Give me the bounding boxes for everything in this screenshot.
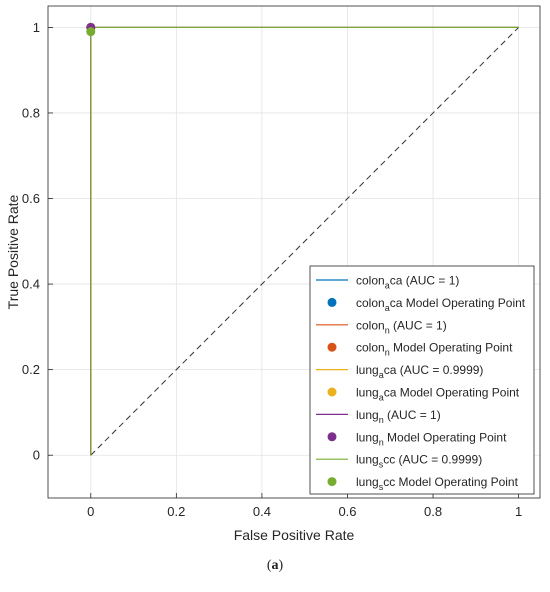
legend-point-swatch [327, 342, 337, 352]
legend-entry-text: colonaca (AUC = 1) [356, 274, 459, 291]
x-ticks: 0 0.2 0.4 0.6 0.8 1 [87, 493, 522, 519]
legend-entry-text: lungaca Model Operating Point [356, 386, 520, 403]
legend-point-swatch [327, 432, 337, 442]
y-tick-label: 0.8 [22, 105, 40, 120]
operating-point-lung-scc [86, 27, 96, 37]
legend-entry-text: colonaca Model Operating Point [356, 296, 526, 313]
legend-entry-text: lungaca (AUC = 0.9999) [356, 363, 483, 380]
grid [48, 6, 540, 498]
x-tick-label: 0.4 [253, 504, 271, 519]
legend-entry-text: colonn (AUC = 1) [356, 318, 447, 335]
legend-point-swatch [327, 477, 337, 487]
x-tick-label: 1 [515, 504, 522, 519]
plot-frame [47, 5, 541, 499]
legend-entry-text: lungscc Model Operating Point [356, 475, 519, 492]
x-axis-label: False Positive Rate [234, 527, 355, 543]
legend-point-swatch [327, 297, 337, 307]
reference-line-group [90, 27, 519, 456]
caption-open: ( [266, 558, 272, 573]
y-ticks: 0 0.2 0.4 0.6 0.8 1 [22, 20, 53, 463]
x-tick-label: 0 [87, 504, 94, 519]
y-axis-label: True Positive Rate [5, 194, 21, 309]
y-tick-label: 0.4 [22, 277, 40, 292]
legend-point-swatch [327, 387, 337, 397]
y-tick-label: 1 [33, 20, 40, 35]
y-tick-label: 0.2 [22, 362, 40, 377]
y-tick-label: 0 [33, 448, 40, 463]
operating-points [86, 22, 96, 37]
x-tick-label: 0.2 [167, 504, 185, 519]
caption-close: ) [278, 558, 284, 573]
legend-entry-text: colonn Model Operating Point [356, 341, 513, 358]
legend-box [309, 265, 535, 495]
legend-entry-text: lungn Model Operating Point [356, 430, 507, 447]
figure-caption: (a) [0, 558, 550, 574]
y-tick-label: 0.6 [22, 191, 40, 206]
reference-line [90, 27, 519, 456]
caption-letter: a [271, 558, 279, 573]
legend: colonaca (AUC = 1) colonaca Model Operati… [309, 265, 535, 495]
x-tick-label: 0.6 [338, 504, 356, 519]
legend-entry-text: lungscc (AUC = 0.9999) [356, 453, 482, 470]
x-tick-label: 0.8 [424, 504, 442, 519]
legend-entry-text: lungn (AUC = 1) [356, 408, 441, 425]
